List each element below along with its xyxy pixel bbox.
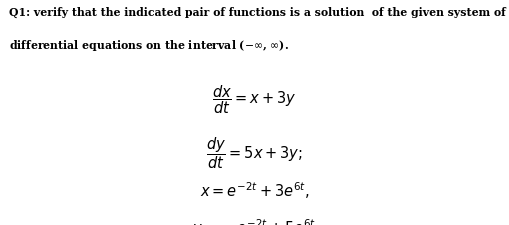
Text: Q1: verify that the indicated pair of functions is a solution  of the given syst: Q1: verify that the indicated pair of fu…: [9, 7, 506, 18]
Text: $x = e^{-2t} + 3e^{6t},$: $x = e^{-2t} + 3e^{6t},$: [200, 180, 309, 201]
Text: differential equations on the interval ($-\infty$, $\infty$).: differential equations on the interval (…: [9, 38, 289, 53]
Text: $\dfrac{dx}{dt} = x + 3y$: $\dfrac{dx}{dt} = x + 3y$: [212, 83, 297, 116]
Text: $\dfrac{dy}{dt} = 5x + 3y;$: $\dfrac{dy}{dt} = 5x + 3y;$: [206, 135, 303, 170]
Text: $y = -e^{-2t} + 5e^{6t}$: $y = -e^{-2t} + 5e^{6t}$: [192, 216, 317, 225]
